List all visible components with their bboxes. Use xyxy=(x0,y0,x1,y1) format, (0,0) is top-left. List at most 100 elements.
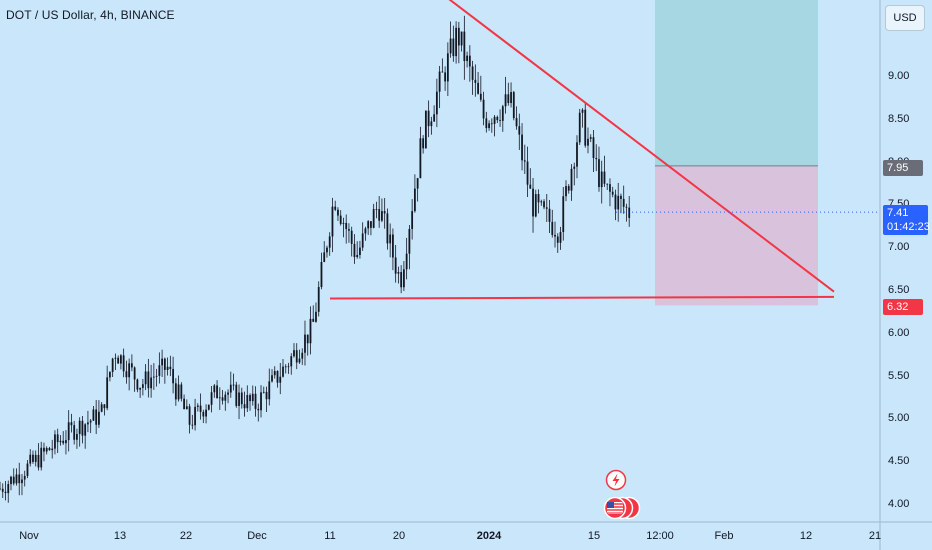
candle-body xyxy=(392,234,394,258)
candle-body xyxy=(424,110,427,149)
price-tick-label: 4.00 xyxy=(888,498,910,510)
candle-body xyxy=(32,454,34,462)
candle-body xyxy=(620,195,622,199)
candle-body xyxy=(477,82,479,94)
lightning-bolt-icon[interactable] xyxy=(605,469,627,491)
candle-body xyxy=(48,448,51,451)
candle-body xyxy=(372,209,375,228)
candle-body xyxy=(89,420,92,423)
candle-body xyxy=(625,206,628,208)
candle-body xyxy=(576,142,578,167)
stop-price-tag: 6.32 xyxy=(883,299,923,315)
candle-body xyxy=(95,409,98,425)
candle-body xyxy=(315,311,317,322)
candle-body xyxy=(416,178,419,189)
profit-zone xyxy=(655,0,818,166)
candle-body xyxy=(496,116,499,121)
candle-body xyxy=(389,234,392,244)
candle-body xyxy=(422,138,425,149)
candle-body xyxy=(15,474,18,484)
candle-body xyxy=(133,367,136,380)
candle-body xyxy=(45,448,48,452)
candle-body xyxy=(510,92,512,103)
candle-body xyxy=(350,230,353,244)
candle-body xyxy=(172,369,174,384)
candle-body xyxy=(402,269,405,288)
candle-body xyxy=(567,186,570,191)
candle-body xyxy=(213,385,216,393)
candle-body xyxy=(534,194,537,217)
candle-body xyxy=(34,454,37,462)
candle-body xyxy=(408,228,411,254)
candle-body xyxy=(543,201,545,208)
time-tick-label: Dec xyxy=(247,530,267,542)
candle-body xyxy=(180,384,183,399)
time-tick-label: 13 xyxy=(113,530,127,542)
loss-zone xyxy=(655,165,818,306)
chart-title: DOT / US Dollar, 4h, BINANCE xyxy=(6,8,175,22)
candle-body xyxy=(573,166,576,169)
candle-body xyxy=(515,118,518,127)
candle-body xyxy=(570,168,573,191)
candle-body xyxy=(419,138,422,179)
candle-body xyxy=(331,206,334,237)
entry-price-tag: 7.95 xyxy=(883,160,923,176)
candle-body xyxy=(240,392,243,405)
price-tick-label: 6.50 xyxy=(888,284,910,296)
candle-body xyxy=(609,184,611,192)
candle-body xyxy=(276,371,279,383)
current-price-value: 7.41 xyxy=(887,207,909,219)
candle-body xyxy=(537,194,540,203)
candle-body xyxy=(271,375,273,382)
candle-body xyxy=(493,116,496,124)
price-tick-label: 5.00 xyxy=(888,412,910,425)
candle-body xyxy=(158,365,161,376)
candle-body xyxy=(457,27,460,46)
price-tick-label: 5.50 xyxy=(888,369,910,382)
candle-body xyxy=(92,409,95,421)
price-tick-label: 9.00 xyxy=(888,70,910,82)
candle-body xyxy=(488,123,490,129)
candle-body xyxy=(353,243,356,258)
candle-body xyxy=(56,434,59,443)
time-tick-label: 12:00 xyxy=(646,530,674,542)
candle-body xyxy=(109,371,111,378)
candle-body xyxy=(243,404,246,409)
candle-body xyxy=(411,211,414,229)
candle-body xyxy=(348,229,350,231)
candle-body xyxy=(141,384,144,388)
candle-body xyxy=(284,366,287,368)
candle-body xyxy=(161,358,164,366)
candle-body xyxy=(328,236,331,248)
candle-body xyxy=(466,55,468,62)
candle-body xyxy=(433,114,436,122)
candle-body xyxy=(587,138,589,146)
candle-body xyxy=(100,404,103,412)
candle-body xyxy=(554,234,556,237)
candle-body xyxy=(490,123,493,125)
candle-body xyxy=(202,411,205,417)
candle-body xyxy=(67,422,70,441)
us-flag-icon[interactable] xyxy=(603,495,641,521)
candle-body xyxy=(265,391,268,400)
candle-body xyxy=(254,393,257,409)
candle-body xyxy=(444,72,447,82)
candle-body xyxy=(235,384,238,406)
candle-body xyxy=(474,79,477,83)
candle-body xyxy=(43,447,45,452)
candle-body xyxy=(463,31,466,62)
candle-body xyxy=(375,209,378,210)
candle-body xyxy=(301,352,304,359)
candle-body xyxy=(320,261,323,288)
candle-body xyxy=(81,420,84,436)
candle-body xyxy=(249,395,251,402)
currency-button[interactable]: USD xyxy=(885,5,925,31)
candle-body xyxy=(205,409,207,417)
candle-body xyxy=(578,112,581,143)
candle-body xyxy=(342,222,345,224)
candle-body xyxy=(323,252,326,262)
candle-body xyxy=(565,186,567,197)
candle-body xyxy=(166,366,169,370)
